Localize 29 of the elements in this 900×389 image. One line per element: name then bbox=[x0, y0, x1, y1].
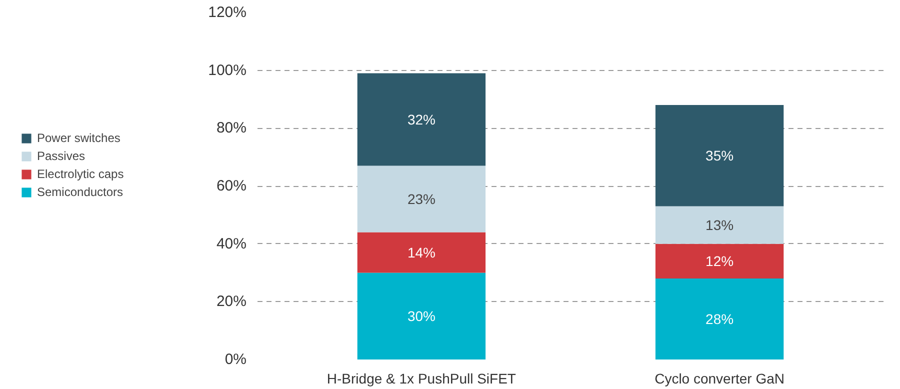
x-tick-label: Cyclo converter GaN bbox=[654, 370, 785, 386]
data-label: 12% bbox=[706, 253, 734, 270]
bar bbox=[357, 166, 486, 232]
bar bbox=[357, 73, 486, 166]
data-label: 32% bbox=[407, 111, 436, 128]
legend-label: Electrolytic caps bbox=[37, 167, 124, 181]
data-label: 28% bbox=[706, 311, 734, 328]
y-tick-label: 40% bbox=[216, 235, 247, 252]
data-label: 13% bbox=[706, 217, 734, 234]
legend-label: Semiconductors bbox=[37, 185, 124, 199]
bar bbox=[655, 206, 784, 244]
legend-label: Power switches bbox=[37, 131, 120, 145]
data-label: 35% bbox=[706, 148, 734, 164]
y-tick-label: 80% bbox=[216, 120, 247, 137]
y-tick-label: 20% bbox=[216, 293, 247, 310]
bar bbox=[655, 244, 784, 279]
data-label: 23% bbox=[407, 191, 436, 208]
bar bbox=[357, 272, 486, 360]
y-tick-label: 60% bbox=[216, 178, 247, 194]
x-tick-label: H-Bridge & 1x PushPull SiFET bbox=[326, 370, 516, 386]
data-label: 14% bbox=[407, 244, 436, 261]
bar bbox=[655, 105, 784, 206]
data-label: 30% bbox=[407, 308, 436, 324]
bar bbox=[357, 232, 486, 273]
legend-label: Passives bbox=[37, 149, 86, 163]
y-tick-label: 100% bbox=[208, 62, 247, 79]
bar bbox=[655, 278, 784, 360]
y-tick-label: 0% bbox=[224, 351, 247, 368]
y-tick-label: 120% bbox=[208, 4, 247, 21]
